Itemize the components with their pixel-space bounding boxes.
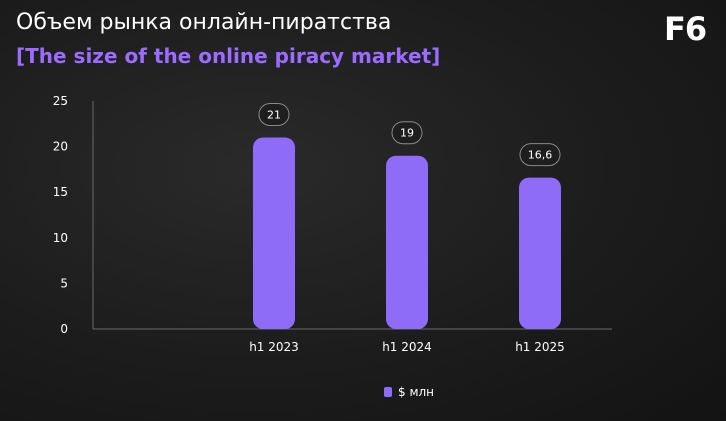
x-category-label: h1 2023 — [249, 340, 299, 354]
y-tick-label: 10 — [53, 231, 68, 245]
data-label: 16,6 — [528, 149, 553, 162]
bar — [253, 137, 295, 329]
data-label-pill — [258, 102, 290, 126]
data-label: 19 — [400, 127, 414, 140]
legend-swatch — [384, 387, 392, 397]
data-label-pill — [519, 143, 561, 167]
data-label-pill — [391, 121, 423, 145]
chart-title: Объем рынка онлайн-пиратства — [16, 10, 392, 35]
bar — [386, 155, 428, 329]
bar — [519, 177, 561, 329]
x-category-label: h1 2024 — [382, 340, 432, 354]
chart-subtitle: [The size of the online piracy market] — [16, 44, 441, 68]
data-label: 21 — [267, 108, 281, 121]
y-tick-label: 25 — [53, 94, 68, 108]
legend: $ млн — [384, 385, 434, 399]
y-tick-label: 15 — [53, 185, 68, 199]
x-category-label: h1 2025 — [515, 340, 565, 354]
y-tick-label: 5 — [60, 276, 68, 290]
f6-logo: F6 — [664, 10, 707, 48]
y-tick-label: 20 — [53, 140, 68, 154]
legend-label: $ млн — [398, 385, 435, 399]
y-tick-label: 0 — [60, 322, 68, 336]
